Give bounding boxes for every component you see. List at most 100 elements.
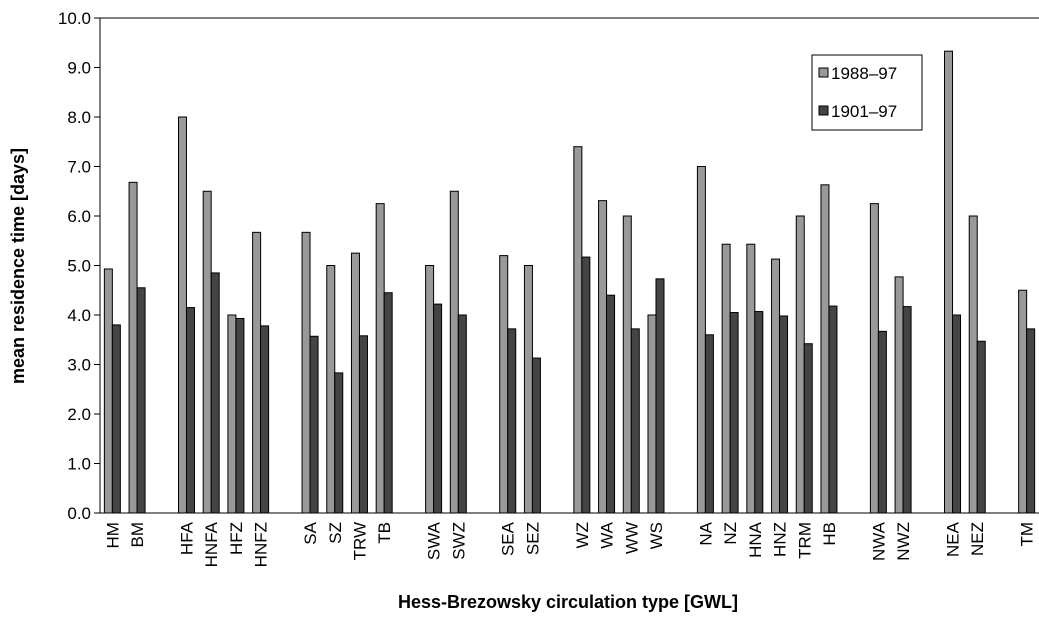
bar bbox=[704, 334, 714, 514]
bar bbox=[531, 357, 541, 514]
bar bbox=[507, 328, 517, 514]
x-tick-label: TRW bbox=[350, 522, 369, 560]
bar bbox=[202, 190, 212, 514]
bar bbox=[647, 314, 657, 514]
bar bbox=[103, 268, 113, 514]
bar bbox=[976, 340, 986, 514]
bar bbox=[828, 305, 838, 514]
bar bbox=[795, 215, 805, 514]
bar bbox=[902, 306, 912, 514]
x-tick-label: NEZ bbox=[968, 522, 987, 556]
bar bbox=[581, 256, 591, 514]
bar bbox=[630, 328, 640, 514]
bar bbox=[185, 307, 195, 514]
x-tick-label: HNFA bbox=[202, 521, 221, 567]
x-tick-label: NWA bbox=[869, 521, 888, 561]
bar bbox=[968, 215, 978, 514]
x-tick-label: TRM bbox=[795, 522, 814, 559]
x-tick-label: SZ bbox=[326, 522, 345, 544]
x-tick-label: NZ bbox=[721, 522, 740, 545]
bar bbox=[779, 315, 789, 514]
bar bbox=[358, 335, 368, 514]
x-tick-label: WS bbox=[647, 522, 666, 549]
bar bbox=[449, 190, 459, 514]
x-tick-label: BM bbox=[128, 522, 147, 548]
y-tick-label: 2.0 bbox=[67, 405, 91, 424]
bar bbox=[457, 314, 467, 514]
legend-swatch bbox=[818, 105, 829, 116]
y-tick-label: 5.0 bbox=[67, 257, 91, 276]
x-tick-label: SWZ bbox=[449, 522, 468, 560]
bar bbox=[696, 166, 706, 514]
y-tick-label: 6.0 bbox=[67, 207, 91, 226]
legend-label: 1988–97 bbox=[831, 64, 897, 83]
x-tick-label: WA bbox=[598, 521, 617, 548]
x-tick-label: WZ bbox=[573, 522, 592, 548]
x-tick-label: TB bbox=[375, 522, 394, 544]
bar bbox=[326, 265, 336, 514]
bar bbox=[820, 184, 830, 514]
bar bbox=[877, 330, 887, 514]
x-tick-label: NWZ bbox=[894, 522, 913, 561]
bar bbox=[334, 372, 344, 514]
bar bbox=[655, 278, 665, 514]
x-tick-label: HFA bbox=[177, 521, 196, 555]
x-tick-label: HM bbox=[103, 522, 122, 548]
bar bbox=[136, 287, 146, 514]
bar bbox=[375, 203, 385, 514]
legend-label: 1901–97 bbox=[831, 102, 897, 121]
bar bbox=[128, 181, 138, 514]
x-tick-label: HFZ bbox=[227, 522, 246, 555]
bar bbox=[227, 314, 237, 514]
x-tick-label: HB bbox=[820, 522, 839, 546]
bar bbox=[721, 243, 731, 514]
bar bbox=[1026, 328, 1036, 514]
bar bbox=[425, 265, 435, 514]
bar bbox=[771, 258, 781, 514]
x-tick-label: SEZ bbox=[523, 522, 542, 555]
bar bbox=[729, 312, 739, 514]
y-tick-label: 1.0 bbox=[67, 455, 91, 474]
x-tick-label: SA bbox=[301, 521, 320, 544]
y-tick-label: 7.0 bbox=[67, 158, 91, 177]
bar bbox=[606, 294, 616, 514]
legend-swatch bbox=[818, 67, 829, 78]
y-tick-label: 3.0 bbox=[67, 356, 91, 375]
x-tick-label: SWA bbox=[425, 521, 444, 560]
bar bbox=[598, 200, 608, 514]
y-tick-label: 8.0 bbox=[67, 108, 91, 127]
bar bbox=[177, 116, 187, 514]
bar bbox=[869, 203, 879, 514]
bar bbox=[383, 292, 393, 514]
bar bbox=[754, 311, 764, 514]
bar bbox=[350, 252, 360, 514]
bar bbox=[309, 335, 319, 514]
y-axis-title: mean residence time [days] bbox=[8, 148, 28, 384]
x-tick-label: NA bbox=[696, 521, 715, 545]
bar bbox=[301, 231, 311, 514]
y-tick-label: 4.0 bbox=[67, 306, 91, 325]
y-tick-label: 10.0 bbox=[58, 9, 91, 28]
bar bbox=[210, 272, 220, 514]
x-tick-label: HNZ bbox=[771, 522, 790, 557]
bar bbox=[111, 324, 121, 514]
legend-box bbox=[811, 54, 923, 131]
x-axis-title: Hess-Brezowsky circulation type [GWL] bbox=[398, 592, 738, 612]
x-tick-label: SEA bbox=[499, 521, 518, 556]
y-tick-label: 9.0 bbox=[67, 59, 91, 78]
bar bbox=[523, 265, 533, 514]
bar bbox=[894, 276, 904, 514]
bar bbox=[746, 243, 756, 514]
bar bbox=[252, 231, 262, 514]
x-tick-label: HNFZ bbox=[252, 522, 271, 567]
bar bbox=[952, 314, 962, 514]
bar bbox=[944, 50, 954, 514]
x-tick-label: TM bbox=[1018, 522, 1037, 547]
bar bbox=[803, 343, 813, 514]
x-tick-label: NEA bbox=[944, 521, 963, 557]
x-tick-label: HNA bbox=[746, 521, 765, 558]
bar bbox=[260, 325, 270, 514]
bar bbox=[499, 255, 509, 514]
y-tick-label: 0.0 bbox=[67, 504, 91, 523]
